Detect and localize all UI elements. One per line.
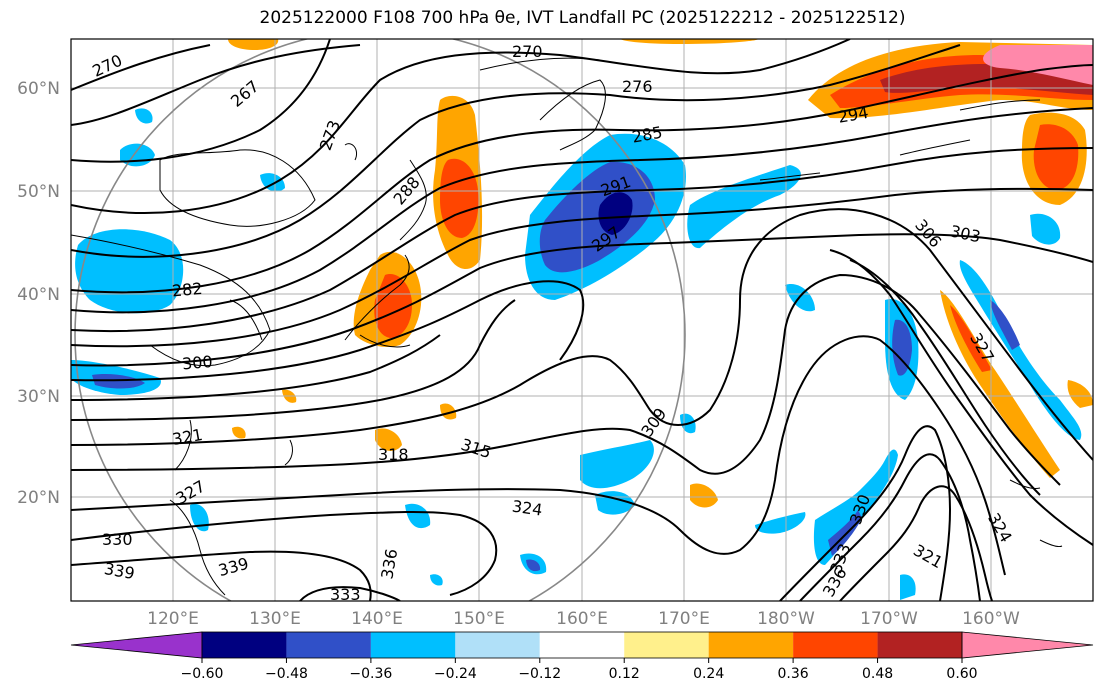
contour-label: 333 xyxy=(330,585,361,604)
colorbar-tick-label: −0.60 xyxy=(181,666,224,682)
colorbar-tick-label: −0.24 xyxy=(434,666,477,682)
colorbar-segment xyxy=(455,632,540,658)
colorbar-tick-label: 0.48 xyxy=(862,666,893,682)
lon-tick-label: 170°E xyxy=(658,609,710,629)
lon-tick-label: 150°E xyxy=(453,609,505,629)
colorbar-tick-label: 0.60 xyxy=(946,666,977,682)
colorbar-segment xyxy=(370,632,456,658)
landfall-region-circle xyxy=(74,39,686,601)
colorbar-tick-label: 0.24 xyxy=(693,666,724,682)
lat-axis: 60°N 50°N 40°N 30°N 20°N xyxy=(17,79,60,508)
lon-tick-label: 180°W xyxy=(757,609,815,629)
lon-axis: 120°E 130°E 140°E 150°E 160°E 170°E 180°… xyxy=(147,609,1020,629)
colorbar-tick-label: 0.12 xyxy=(609,666,640,682)
colorbar-segment xyxy=(877,632,962,658)
lat-tick-label: 60°N xyxy=(17,79,60,99)
positive-shading xyxy=(228,39,1093,508)
contour-label: 330 xyxy=(102,530,133,549)
colorbar-tick-label: 0.36 xyxy=(778,666,809,682)
colorbar-segment xyxy=(708,632,794,658)
contour-label: 282 xyxy=(171,279,203,301)
contour-label: 324 xyxy=(511,497,544,520)
colorbar-segment xyxy=(793,632,878,658)
map-area: 270 270 267 273 276 285 288 282 291 294 … xyxy=(71,39,1093,604)
colorbar-segment xyxy=(286,632,371,658)
contour-label: 318 xyxy=(378,445,409,464)
contour-label: 270 xyxy=(512,42,543,61)
lat-tick-label: 20°N xyxy=(17,488,60,508)
contour-label: 300 xyxy=(181,352,213,374)
colorbar-segment xyxy=(202,632,287,658)
theta-e-contours xyxy=(71,39,1093,601)
lon-tick-label: 160°E xyxy=(556,609,608,629)
colorbar-tick-label: −0.12 xyxy=(518,666,561,682)
colorbar-segment xyxy=(539,632,625,658)
colorbar-tick-label: −0.48 xyxy=(265,666,308,682)
lat-tick-label: 40°N xyxy=(17,285,60,305)
lon-tick-label: 160°W xyxy=(962,609,1020,629)
colorbar-segment xyxy=(624,632,709,658)
lat-tick-label: 50°N xyxy=(17,182,60,202)
lat-tick-label: 30°N xyxy=(17,387,60,407)
map-frame xyxy=(70,38,1094,602)
chart-title: 2025122000 F108 700 hPa θe, IVT Landfall… xyxy=(259,8,906,28)
lon-tick-label: 140°E xyxy=(351,609,403,629)
lon-tick-label: 170°W xyxy=(860,609,918,629)
contour-label: 276 xyxy=(622,77,653,96)
colorbar-tick-label: −0.36 xyxy=(349,666,392,682)
colorbar: −0.60 −0.48 −0.36 −0.24 −0.12 0.12 0.24 0.36 0.4… xyxy=(70,631,1094,682)
lon-tick-label: 120°E xyxy=(147,609,199,629)
colorbar-extend-low xyxy=(70,631,203,659)
colorbar-extend-high xyxy=(961,631,1094,659)
colorbar-frame xyxy=(201,631,963,659)
lon-tick-label: 130°E xyxy=(249,609,301,629)
